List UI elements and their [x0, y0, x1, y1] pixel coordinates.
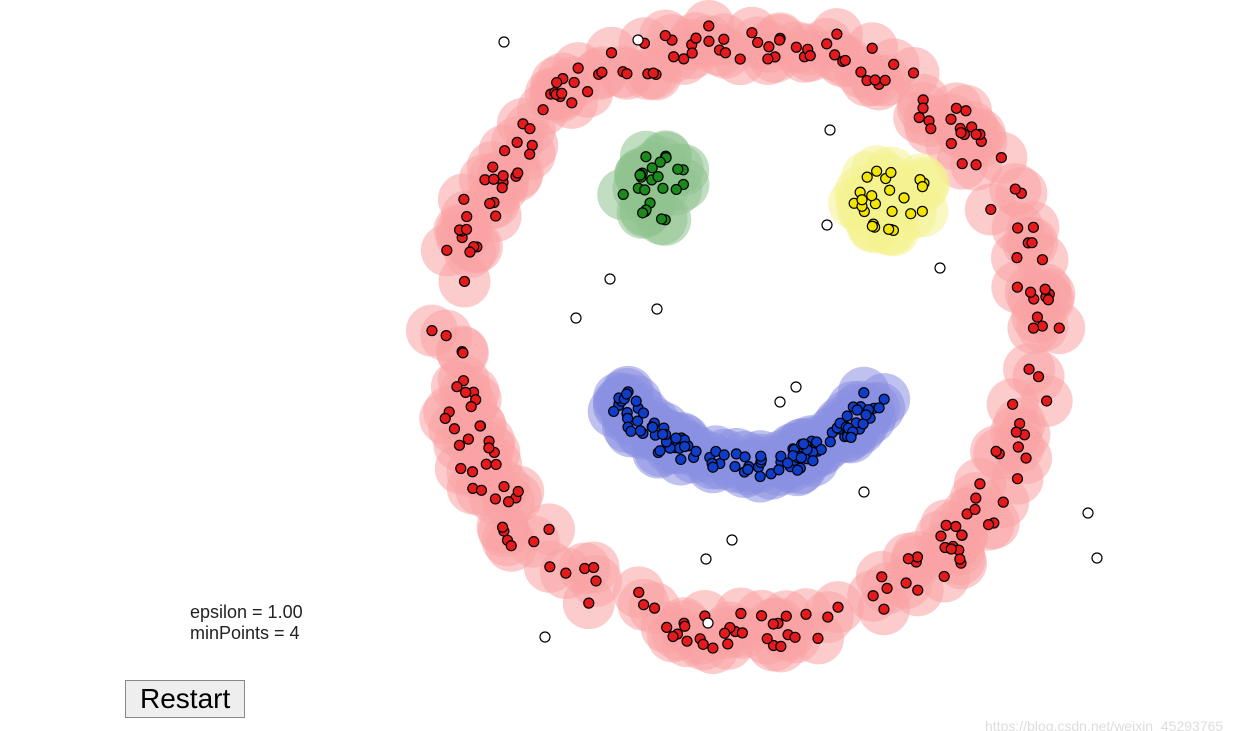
cluster-plot: [0, 0, 1253, 731]
epsilon-label: epsilon = 1.00: [190, 602, 303, 623]
dbscan-demo: epsilon = 1.00 minPoints = 4 Restart htt…: [0, 0, 1253, 731]
watermark-text: https://blog.csdn.net/weixin_45293765: [985, 718, 1223, 731]
minpoints-label: minPoints = 4: [190, 623, 303, 644]
parameter-readout: epsilon = 1.00 minPoints = 4: [190, 602, 303, 644]
restart-button[interactable]: Restart: [125, 680, 245, 718]
